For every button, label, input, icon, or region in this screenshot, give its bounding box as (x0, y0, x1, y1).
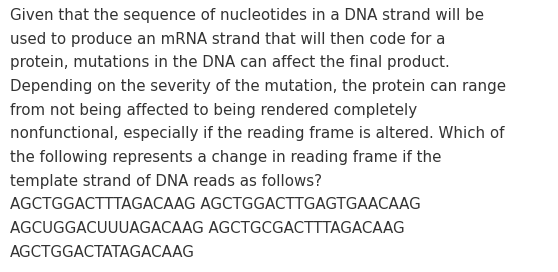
Text: Given that the sequence of nucleotides in a DNA strand will be: Given that the sequence of nucleotides i… (10, 8, 484, 23)
Text: AGCTGGACTATAGACAAG: AGCTGGACTATAGACAAG (10, 245, 195, 260)
Text: nonfunctional, especially if the reading frame is altered. Which of: nonfunctional, especially if the reading… (10, 126, 504, 141)
Text: from not being affected to being rendered completely: from not being affected to being rendere… (10, 103, 417, 118)
Text: the following represents a change in reading frame if the: the following represents a change in rea… (10, 150, 441, 165)
Text: AGCUGGACUUUAGACAAG AGCTGCGACTTTAGACAAG: AGCUGGACUUUAGACAAG AGCTGCGACTTTAGACAAG (10, 221, 405, 236)
Text: protein, mutations in the DNA can affect the final product.: protein, mutations in the DNA can affect… (10, 55, 450, 70)
Text: Depending on the severity of the mutation, the protein can range: Depending on the severity of the mutatio… (10, 79, 506, 94)
Text: AGCTGGACTTTAGACAAG AGCTGGACTTGAGTGAACAAG: AGCTGGACTTTAGACAAG AGCTGGACTTGAGTGAACAAG (10, 197, 421, 212)
Text: used to produce an mRNA strand that will then code for a: used to produce an mRNA strand that will… (10, 32, 445, 47)
Text: template strand of DNA reads as follows?: template strand of DNA reads as follows? (10, 174, 322, 189)
